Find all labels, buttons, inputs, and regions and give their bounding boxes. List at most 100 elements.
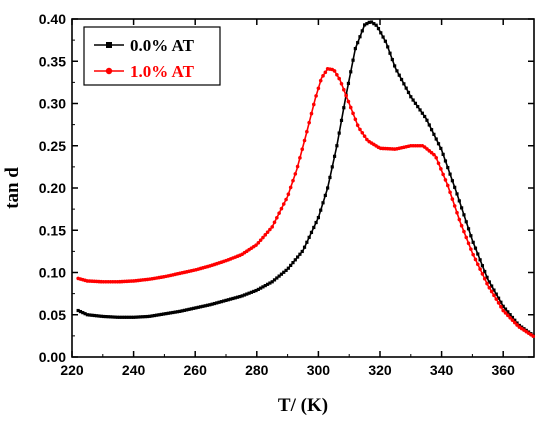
data-point	[115, 315, 120, 319]
data-point	[111, 315, 115, 319]
data-point	[388, 51, 392, 55]
data-point	[224, 298, 228, 302]
data-point	[231, 296, 235, 301]
data-point	[261, 285, 265, 289]
data-point	[256, 241, 261, 245]
data-point	[360, 29, 364, 33]
data-point	[291, 261, 295, 265]
data-point	[395, 69, 399, 73]
data-point	[448, 172, 452, 176]
data-point	[289, 263, 293, 268]
data-point	[254, 288, 258, 293]
data-point	[339, 118, 344, 122]
data-point	[367, 20, 371, 24]
data-point	[427, 123, 431, 127]
data-point	[263, 283, 267, 288]
data-point	[351, 111, 355, 116]
data-point	[314, 94, 318, 98]
data-point	[150, 314, 154, 318]
data-point	[475, 262, 480, 267]
x-tick-label: 280	[245, 362, 269, 378]
data-point	[453, 185, 457, 189]
data-point	[353, 46, 357, 51]
data-point	[300, 249, 304, 254]
data-point	[499, 304, 503, 309]
x-tick-label: 320	[368, 362, 392, 378]
data-point	[132, 315, 136, 319]
data-point	[311, 102, 316, 107]
data-point	[337, 76, 341, 81]
data-point	[409, 95, 413, 99]
data-point	[346, 81, 351, 86]
data-point	[277, 274, 281, 278]
data-point	[83, 312, 87, 316]
data-point	[362, 134, 367, 138]
data-point	[210, 302, 214, 306]
y-tick-label: 0.00	[39, 349, 66, 365]
data-point	[286, 192, 291, 196]
data-point	[501, 308, 506, 313]
data-point	[365, 22, 369, 26]
data-point	[464, 235, 469, 240]
legend: 0.0% AT 1.0% AT	[83, 26, 221, 86]
data-point	[464, 220, 468, 224]
data-point	[159, 312, 163, 317]
data-point	[483, 269, 487, 274]
legend-marker	[106, 42, 112, 48]
data-point	[171, 310, 175, 315]
data-point	[205, 303, 210, 307]
data-point	[326, 186, 330, 190]
data-point	[503, 311, 508, 315]
data-point	[358, 127, 362, 132]
data-point	[381, 35, 385, 39]
data-point	[515, 321, 519, 325]
x-tick-label: 360	[492, 362, 516, 378]
data-point	[300, 147, 305, 152]
data-point	[298, 156, 302, 160]
data-point	[365, 137, 369, 142]
data-point	[355, 123, 360, 127]
legend-marker	[105, 67, 113, 75]
data-point	[148, 314, 152, 318]
data-point	[330, 165, 334, 169]
data-point	[503, 307, 508, 311]
data-point	[332, 154, 337, 158]
data-point	[510, 318, 515, 322]
data-point	[268, 281, 272, 285]
data-point	[222, 299, 226, 303]
data-point	[379, 31, 383, 35]
data-point	[219, 300, 223, 304]
data-point	[506, 313, 510, 318]
data-point	[101, 314, 106, 319]
data-point	[466, 241, 471, 246]
series-layer	[76, 20, 536, 339]
data-point	[351, 58, 355, 62]
data-point	[212, 301, 217, 306]
data-point	[288, 185, 293, 190]
data-point	[383, 39, 387, 43]
data-point	[349, 70, 353, 74]
data-point	[293, 172, 298, 176]
data-point	[145, 314, 150, 319]
data-point	[469, 234, 473, 238]
data-point	[515, 323, 519, 327]
y-tick-label: 0.35	[39, 53, 66, 69]
data-point	[122, 315, 126, 319]
data-point	[397, 73, 401, 77]
data-point	[78, 309, 83, 314]
data-point	[143, 315, 147, 319]
data-point	[316, 215, 320, 220]
data-point	[445, 183, 450, 188]
data-point	[305, 129, 309, 134]
x-tick-label: 220	[60, 362, 84, 378]
data-point	[208, 303, 212, 307]
data-point	[138, 315, 143, 319]
y-tick-label: 0.15	[39, 222, 66, 238]
data-point	[95, 314, 99, 318]
data-point	[180, 309, 184, 313]
data-point	[482, 276, 487, 281]
data-point	[360, 130, 365, 135]
data-point	[293, 258, 297, 262]
y-axis: 0.00 0.05 0.10 0.15 0.20 0.25 0.30 0.35 0.40	[39, 11, 534, 365]
